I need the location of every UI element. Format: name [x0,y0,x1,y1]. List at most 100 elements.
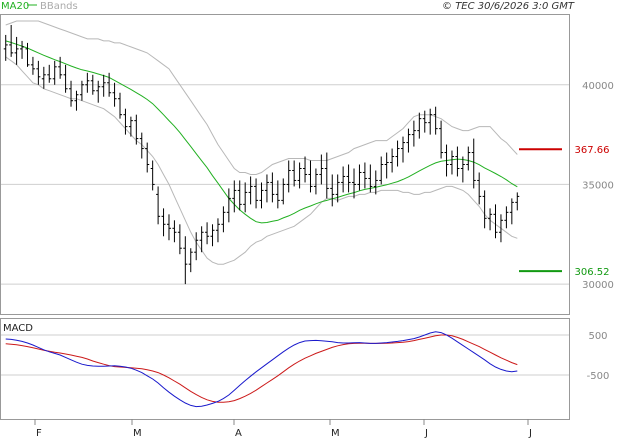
ohlc-bar [466,146,471,171]
x-tick-label: J [528,428,532,439]
ohlc-bar [493,204,498,239]
ohlc-bar [254,178,259,209]
ohlc-bar [243,182,248,213]
ohlc-bar [166,214,171,241]
ohlc-bar [400,136,405,163]
y-tick-label: 35000 [582,180,614,191]
macd-series [5,331,518,408]
ohlc-bar [150,160,155,191]
ohlc-bar [488,208,493,231]
ohlc-bar [275,180,280,209]
ohlc-bar [395,140,400,167]
ohlc-bar [324,152,329,199]
ohlc-bar [161,208,166,237]
ohlc-bar [460,156,465,183]
ohlc-bar [471,138,476,189]
ohlc-bar [384,152,389,179]
ohlc-bar [297,162,302,189]
ohlc-bar [101,74,106,97]
ohlc-bar [455,146,460,177]
ohlc-bar [14,36,19,65]
ohlc-bar [63,64,68,93]
level-label-support: 306.52 [575,267,610,278]
ohlc-bar [52,60,57,85]
copyright: © TEC 30/6/2026 3:0 GMT [442,1,575,12]
ohlc-bar [20,40,25,59]
ohlc-bar [188,248,193,273]
ohlc-bar [30,56,35,75]
ohlc-bar [477,172,482,205]
ohlc-bar [373,170,378,195]
macd-label: MACD [3,323,33,334]
ohlc-bar [439,120,444,159]
ohlc-bar [25,42,30,67]
ohlc-bar [9,24,14,57]
ohlc-bar [145,142,150,173]
ohlc-bar [281,178,286,205]
legend-bbands: BBands [40,1,78,12]
macd-lines [5,331,518,408]
ohlc-bar [292,160,297,187]
ohlc-bar [264,174,269,203]
ohlc-bar [319,154,324,185]
y-tick-label: 30000 [582,280,614,291]
ohlc-bar [36,60,41,85]
ohlc-bar [156,186,161,225]
ohlc-bar [172,220,177,243]
ohlc-bar [417,112,422,139]
ohlc-bar [498,214,503,243]
ohlc-bar [368,164,373,193]
ohlc-bar [341,166,346,193]
ohlc-bar [118,92,123,119]
ohlc-bar [357,164,362,191]
bband-upper [5,20,518,175]
ohlc-bar [90,74,95,95]
ohlc-bar [335,174,340,203]
price-bars [3,24,520,285]
ohlc-bar [134,114,139,145]
ohlc-bar [362,162,367,189]
ohlc-bar [69,80,74,107]
ohlc-bar [286,160,291,193]
ohlc-bar [107,72,112,97]
level-label-resistance: 367.66 [575,145,610,156]
ohlc-bar [390,148,395,173]
ohlc-bar [128,116,133,137]
grid [1,84,569,376]
ohlc-bar [411,120,416,147]
ohlc-bar [482,190,487,229]
ohlc-bar [248,176,253,205]
ohlc-bar [406,128,411,153]
ohlc-bar [205,222,210,245]
ohlc-bar [194,232,199,261]
ohlc-bar [85,72,90,93]
ohlc-bar [428,108,433,135]
bband-lower [5,56,518,265]
ohlc-bar [226,188,231,223]
ohlc-bar [346,164,351,193]
ohlc-bar [177,224,182,255]
ohlc-bar [41,66,46,89]
ohlc-bar [352,168,357,199]
y-axis-labels: 30000 35000 40000 500 -500 [582,81,614,382]
ohlc-bar [232,180,237,213]
ohlc-bar [58,56,63,79]
x-tick-label: A [235,428,242,439]
x-tick-label: M [331,428,340,439]
price-levels: 367.66 306.52 [519,145,610,278]
bollinger-bands [5,20,518,265]
ohlc-bar [270,172,275,203]
ma20-line [5,40,518,224]
ohlc-bar [308,160,313,193]
ohlc-bar [422,110,427,133]
ohlc-bar [123,108,128,135]
macd-y-tick-label: -500 [587,371,610,382]
ohlc-bar [449,150,454,175]
main-panel-frame [0,14,570,315]
x-tick-label: F [36,428,42,439]
ohlc-bar [96,80,101,103]
macd-y-tick-label: 500 [588,331,607,342]
ohlc-bar [139,132,144,159]
